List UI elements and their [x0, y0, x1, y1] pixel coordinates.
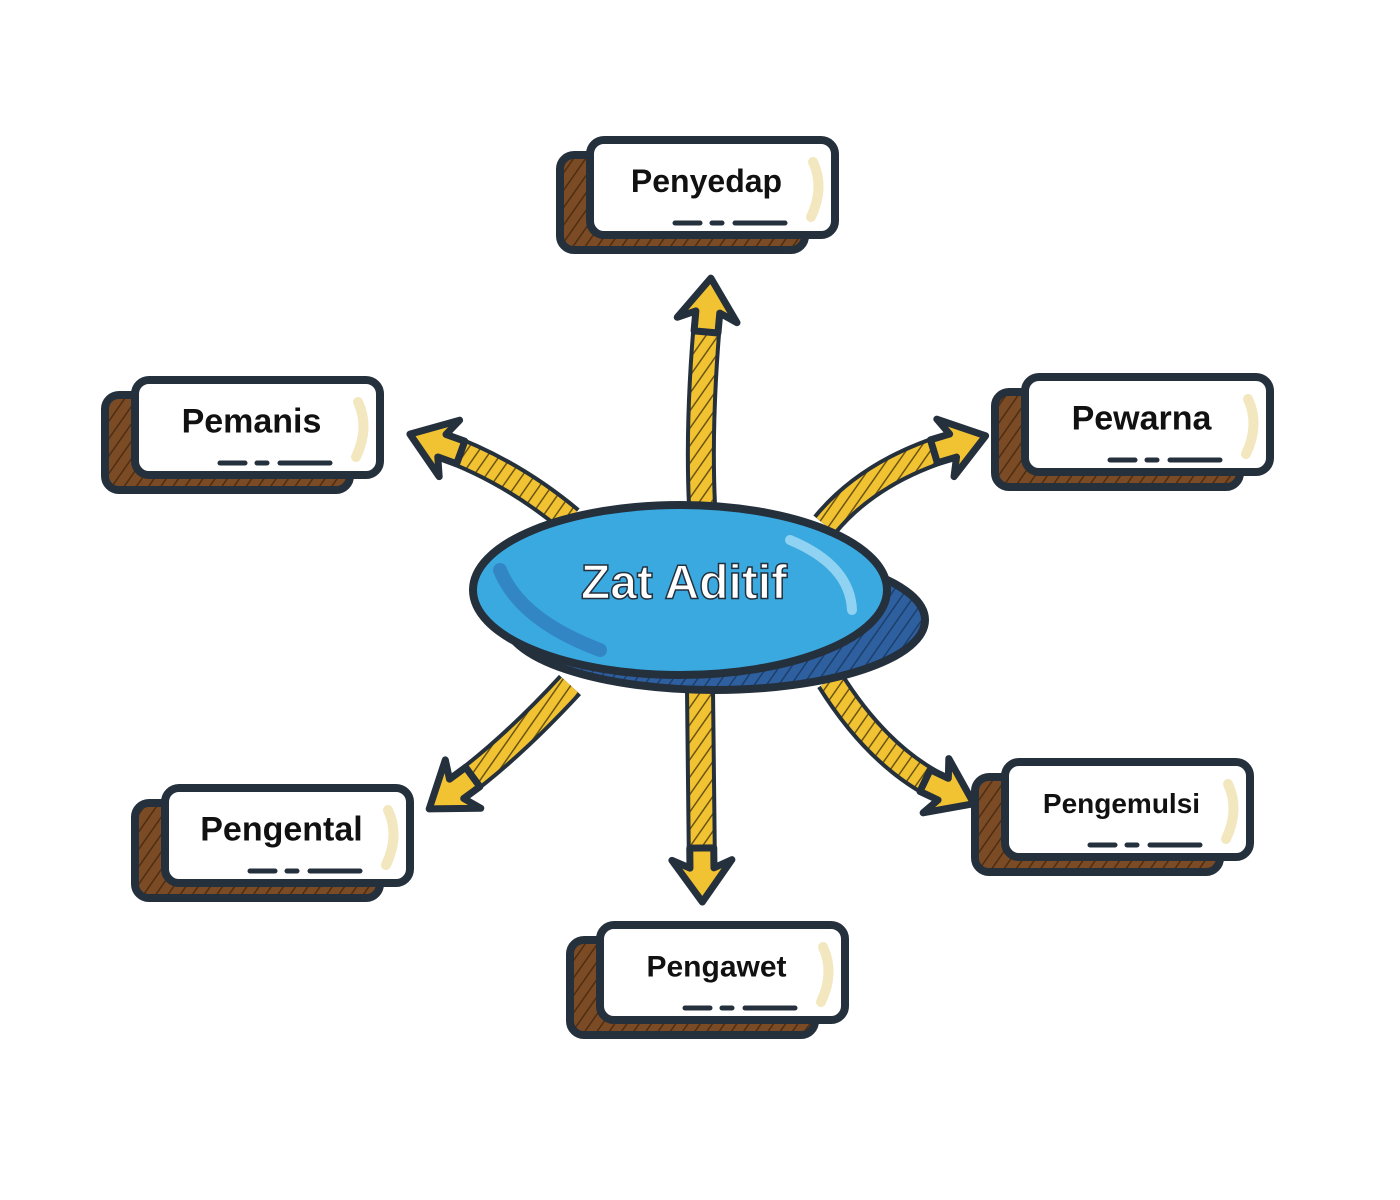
- center-node: Zat Aditif: [469, 501, 929, 694]
- node-card-pengental: Pengental: [131, 784, 414, 902]
- arrow-down-head: [668, 844, 736, 906]
- arrow-up: [673, 274, 741, 506]
- node-card-pewarna: Pewarna: [991, 373, 1274, 491]
- node-card-pengawet: Pengawet: [566, 921, 849, 1039]
- node-label-pengental: Pengental: [200, 810, 362, 848]
- arrow-upleft: [406, 416, 580, 532]
- center-highlight: [785, 535, 857, 615]
- arrow-down-body: [689, 689, 713, 871]
- arrow-downleft-head: [425, 756, 485, 813]
- node-label-pengemulsi: Pengemulsi: [1043, 788, 1200, 819]
- node-card-accent: [1241, 394, 1259, 459]
- node-card-accent: [1221, 779, 1239, 844]
- cards-layer: Penyedap Pewarna Pengemulsi Pengawet Pengent…: [101, 136, 1274, 1039]
- node-card-face: [596, 921, 849, 1024]
- node-card-accent: [351, 397, 369, 462]
- arrow-up-head: [673, 274, 741, 337]
- arrow-upright: [813, 415, 990, 535]
- arrows-layer: [406, 274, 990, 906]
- arrow-upleft-head: [406, 416, 469, 481]
- arrow-down: [668, 689, 736, 906]
- node-card-accent: [381, 805, 399, 870]
- node-card-pemanis: Pemanis: [101, 376, 384, 494]
- center-label: Zat Aditif: [581, 557, 788, 610]
- node-card-penyedap: Penyedap: [556, 136, 839, 254]
- node-card-face: [131, 376, 384, 479]
- node-label-pewarna: Pewarna: [1072, 399, 1213, 437]
- node-card-face: [586, 136, 839, 239]
- arrow-upright-head: [926, 415, 990, 481]
- center-shade: [493, 563, 607, 657]
- node-card-face: [1021, 373, 1274, 476]
- node-card-face: [1001, 758, 1254, 861]
- arrow-downright: [817, 672, 978, 817]
- node-label-pemanis: Pemanis: [182, 402, 322, 440]
- node-label-penyedap: Penyedap: [631, 163, 782, 199]
- arrow-downright-head: [916, 755, 978, 817]
- node-card-accent: [816, 942, 834, 1007]
- node-card-face: [161, 784, 414, 887]
- arrow-up-body: [689, 309, 719, 506]
- node-card-pengemulsi: Pengemulsi: [971, 758, 1254, 876]
- node-label-pengawet: Pengawet: [646, 950, 786, 983]
- arrow-downleft: [425, 674, 582, 813]
- node-card-accent: [806, 157, 824, 222]
